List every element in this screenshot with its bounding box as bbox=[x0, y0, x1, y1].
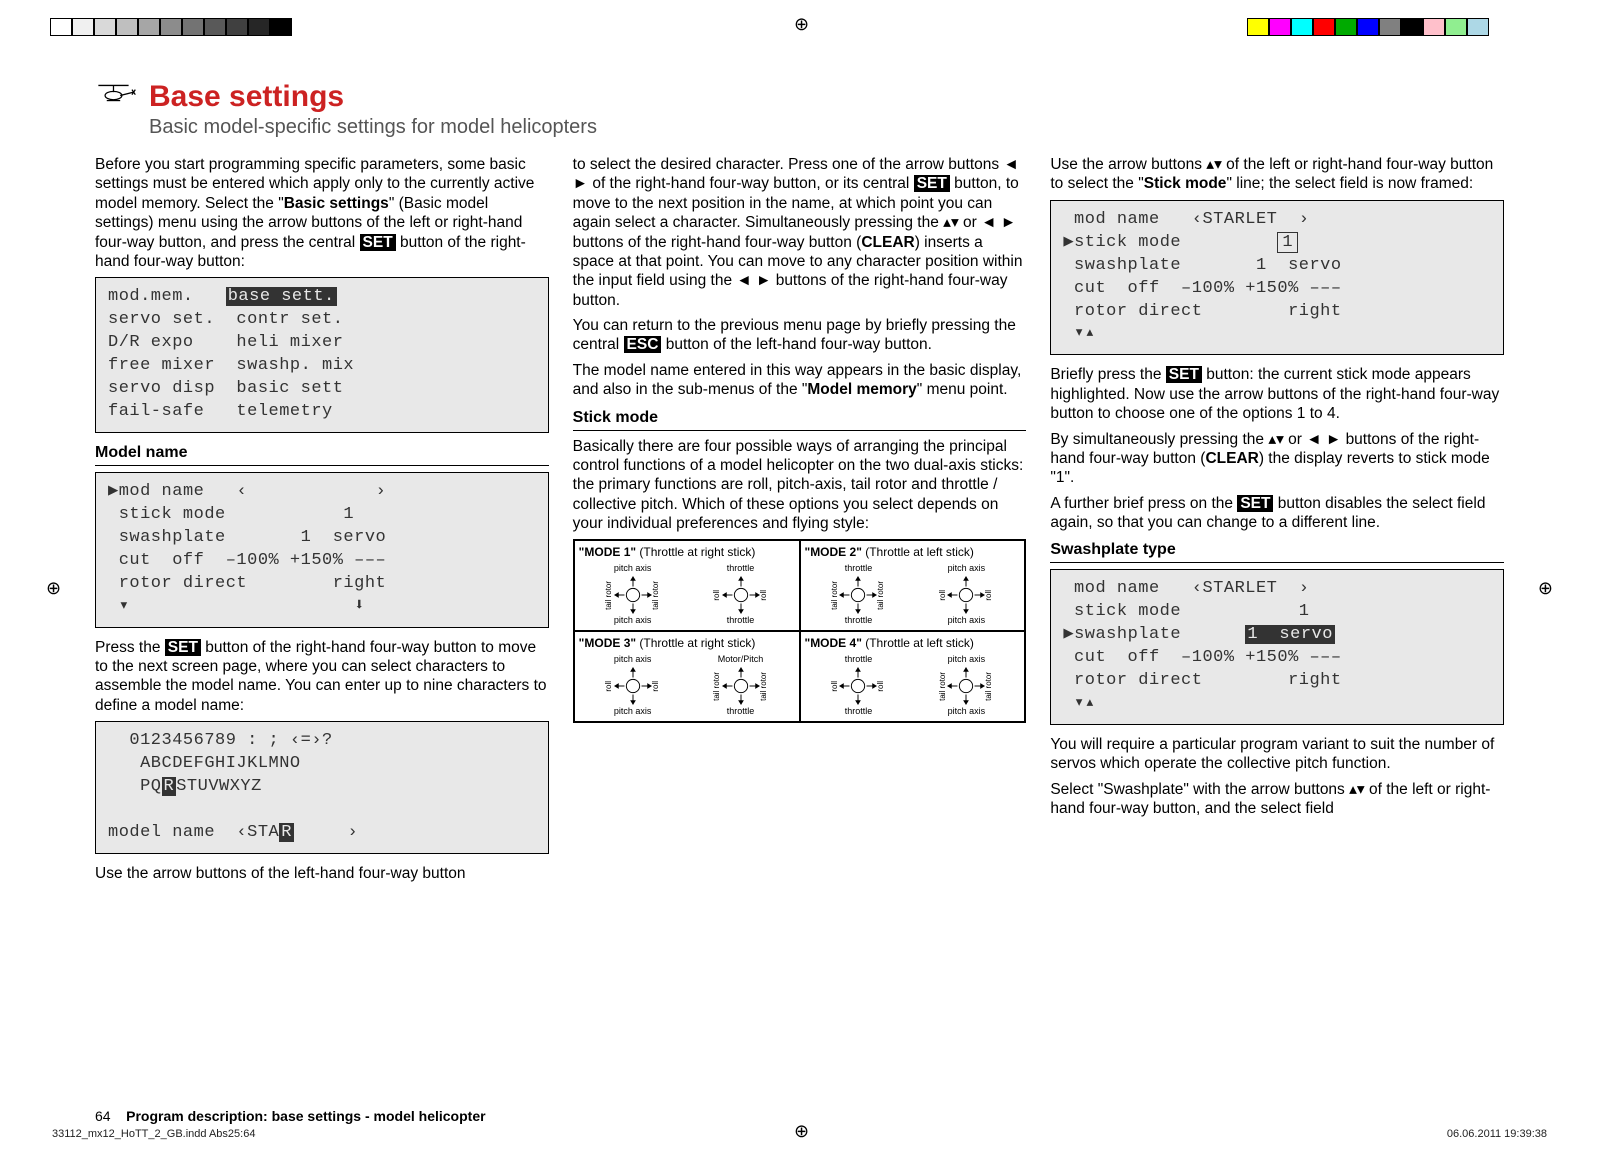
doc-footer-date: 06.06.2011 19:39:38 bbox=[1447, 1128, 1547, 1140]
stick-diagram: pitch axisrollrollpitch axis bbox=[939, 564, 995, 626]
colorbar-right bbox=[1247, 18, 1489, 36]
h-modelname: Model name bbox=[95, 443, 549, 466]
stick-diagram: pitch axisrollrollpitch axis bbox=[605, 655, 661, 717]
reg-right: ⊕ bbox=[1538, 578, 1553, 599]
reg-bottom: ⊕ bbox=[794, 1121, 809, 1142]
set-key: SET bbox=[914, 175, 950, 192]
lcd-modelname: ▶mod name ‹ › stick mode 1 swashplate 1 … bbox=[95, 472, 549, 628]
stick-diagram: throttlerollrollthrottle bbox=[831, 655, 887, 717]
stick-diagram: throttlerollrollthrottle bbox=[713, 564, 769, 626]
c3-p2: Briefly press the SET button: the curren… bbox=[1050, 365, 1504, 423]
column-1: Before you start programming specific pa… bbox=[95, 155, 549, 889]
c3-p6: Select "Swashplate" with the arrow butto… bbox=[1050, 780, 1504, 819]
reg-left: ⊕ bbox=[46, 578, 61, 599]
h-stickmode: Stick mode bbox=[573, 408, 1027, 431]
lcd-stickmode: mod name ‹STARLET › ▶stick mode 1 swashp… bbox=[1050, 200, 1504, 356]
c2-p3: The model name entered in this way appea… bbox=[573, 361, 1027, 400]
c3-p3: By simultaneously pressing the ▴▾ or ◄ ►… bbox=[1050, 430, 1504, 488]
mode-cell: "MODE 1" (Throttle at right stick)pitch … bbox=[574, 540, 800, 631]
page-subtitle: Basic model-specific settings for model … bbox=[149, 116, 1504, 139]
c2-p1: to select the desired character. Press o… bbox=[573, 155, 1027, 310]
h-swash: Swashplate type bbox=[1050, 540, 1504, 563]
mode-grid: "MODE 1" (Throttle at right stick)pitch … bbox=[573, 539, 1027, 723]
mode-cell: "MODE 4" (Throttle at left stick)throttl… bbox=[800, 631, 1026, 722]
column-3: Use the arrow buttons ▴▾ of the left or … bbox=[1050, 155, 1504, 889]
set-key: SET bbox=[1166, 366, 1202, 383]
c2-p2: You can return to the previous menu page… bbox=[573, 316, 1027, 355]
column-2: to select the desired character. Press o… bbox=[573, 155, 1027, 889]
stick-diagram: pitch axistail rotortail rotorpitch axis bbox=[605, 564, 661, 626]
c1-p2: Press the SET button of the right-hand f… bbox=[95, 638, 549, 716]
c1-p3: Use the arrow buttons of the left-hand f… bbox=[95, 864, 549, 883]
stick-diagram: pitch axistail rotortail rotorpitch axis bbox=[939, 655, 995, 717]
c3-p1: Use the arrow buttons ▴▾ of the left or … bbox=[1050, 155, 1504, 194]
page-title: Base settings bbox=[149, 80, 344, 114]
colorbar-left bbox=[50, 18, 292, 36]
set-key: SET bbox=[165, 639, 201, 656]
mode-cell: "MODE 3" (Throttle at right stick)pitch … bbox=[574, 631, 800, 722]
page-footer: 64 Program description: base settings - … bbox=[95, 1108, 486, 1124]
lcd-swash: mod name ‹STARLET › stick mode 1 ▶swashp… bbox=[1050, 569, 1504, 725]
stick-diagram: throttletail rotortail rotorthrottle bbox=[831, 564, 887, 626]
page: Base settings Basic model-specific setti… bbox=[95, 80, 1504, 1068]
mode-cell: "MODE 2" (Throttle at left stick)throttl… bbox=[800, 540, 1026, 631]
doc-footer-file: 33112_mx12_HoTT_2_GB.indd Abs25:64 bbox=[52, 1128, 255, 1140]
lcd-charset: 0123456789 : ; ‹=›? ABCDEFGHIJKLMNO PQRS… bbox=[95, 721, 549, 854]
c1-p1: Before you start programming specific pa… bbox=[95, 155, 549, 271]
helicopter-icon bbox=[95, 80, 137, 111]
set-key: SET bbox=[1237, 495, 1273, 512]
esc-key: ESC bbox=[624, 336, 662, 353]
reg-top: ⊕ bbox=[794, 14, 809, 35]
c2-p4: Basically there are four possible ways o… bbox=[573, 437, 1027, 534]
stick-diagram: Motor/Pitchtail rotortail rotorthrottle bbox=[713, 655, 769, 717]
c3-p4: A further brief press on the SET button … bbox=[1050, 494, 1504, 533]
c3-p5: You will require a particular program va… bbox=[1050, 735, 1504, 774]
set-key: SET bbox=[360, 234, 396, 251]
lcd-menu: mod.mem. base sett. servo set. contr set… bbox=[95, 277, 549, 433]
